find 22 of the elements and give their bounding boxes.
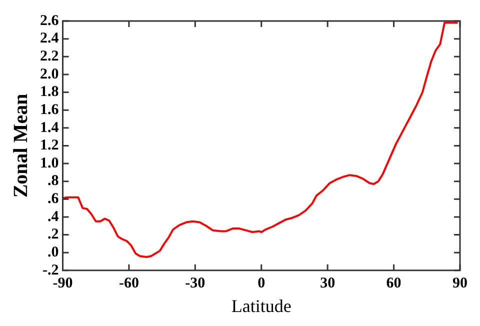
x-tick-label: 0 — [258, 275, 266, 292]
x-tick-label: 60 — [386, 275, 402, 292]
x-tick-label: 30 — [320, 275, 336, 292]
y-axis-title: Zonal Mean — [10, 94, 32, 198]
y-tick-label: 1.4 — [40, 120, 60, 136]
y-tick-label: 2.6 — [40, 12, 60, 29]
y-tick-label: 2.0 — [40, 66, 59, 82]
x-tick-label: -30 — [185, 275, 206, 292]
y-tick-label: 1.2 — [40, 138, 59, 154]
x-axis-title: Latitude — [231, 296, 292, 316]
x-tick-label: -60 — [118, 275, 139, 292]
y-tick-label: 1.6 — [40, 102, 60, 118]
y-tick-label: 1.0 — [40, 155, 59, 172]
y-tick-label: .4 — [48, 208, 60, 225]
y-tick-label: 1.8 — [40, 84, 59, 100]
y-tick-label: .6 — [48, 191, 60, 208]
y-tick-label: 2.4 — [40, 30, 60, 47]
y-tick-label: .8 — [48, 173, 59, 190]
x-tick-label: 90 — [452, 275, 468, 292]
y-tick-label: .0 — [48, 244, 59, 260]
y-tick-label: 2.2 — [40, 48, 59, 65]
y-tick-label: .2 — [48, 226, 59, 243]
